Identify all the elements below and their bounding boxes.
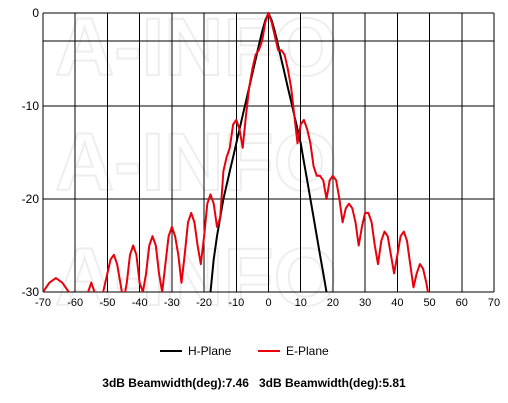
watermark-text: A-INFO [55, 2, 337, 93]
x-tick-label: 20 [327, 297, 339, 309]
x-tick-label: 50 [423, 297, 435, 309]
x-tick-label: -70 [35, 297, 51, 309]
x-tick-label: 30 [359, 297, 371, 309]
series-layer [43, 12, 429, 292]
y-tick-label: -30 [22, 285, 40, 299]
legend-label: E-Plane [286, 344, 329, 358]
x-tick-label: -40 [132, 297, 148, 309]
watermark-text: A-INFO [55, 232, 337, 323]
x-tick-label: 70 [488, 297, 500, 309]
x-tick-label: 0 [265, 297, 271, 309]
x-tick-label: -10 [228, 297, 244, 309]
y-tick-label: 0 [32, 6, 39, 20]
x-tick-label: 60 [456, 297, 468, 309]
e-beamwidth-label: 3dB Beamwidth(deg):5.81 [259, 376, 406, 390]
x-tick-label: -60 [67, 297, 83, 309]
grid-layer [42, 12, 495, 293]
legend: H-Plane E-Plane [160, 344, 329, 358]
legend-label: H-Plane [188, 344, 232, 358]
watermark-text: A-INFO [55, 117, 337, 208]
x-tick-label: 10 [295, 297, 307, 309]
chart-svg: A-INFO A-INFO A-INFO -70 -60 -50 -40 -30 -20 -10… [22, 1, 500, 358]
x-tick-label: -50 [99, 297, 115, 309]
beamwidth-footer: 3dB Beamwidth(deg):7.46 3dB Beamwidth(de… [0, 376, 508, 390]
y-tick-label: -20 [22, 192, 40, 206]
watermark-layer: A-INFO A-INFO A-INFO [54, 1, 338, 324]
y-tick-label: -10 [22, 99, 40, 113]
axis-layer: -70 -60 -50 -40 -30 -20 -10 0 10 20 30 40 50 60 70 0 -10… [22, 6, 500, 309]
series-line-e-plane [43, 12, 429, 292]
x-tick-label: -30 [164, 297, 180, 309]
x-tick-label: 40 [391, 297, 403, 309]
x-tick-label: -20 [196, 297, 212, 309]
h-beamwidth-label: 3dB Beamwidth(deg):7.46 [102, 376, 249, 390]
